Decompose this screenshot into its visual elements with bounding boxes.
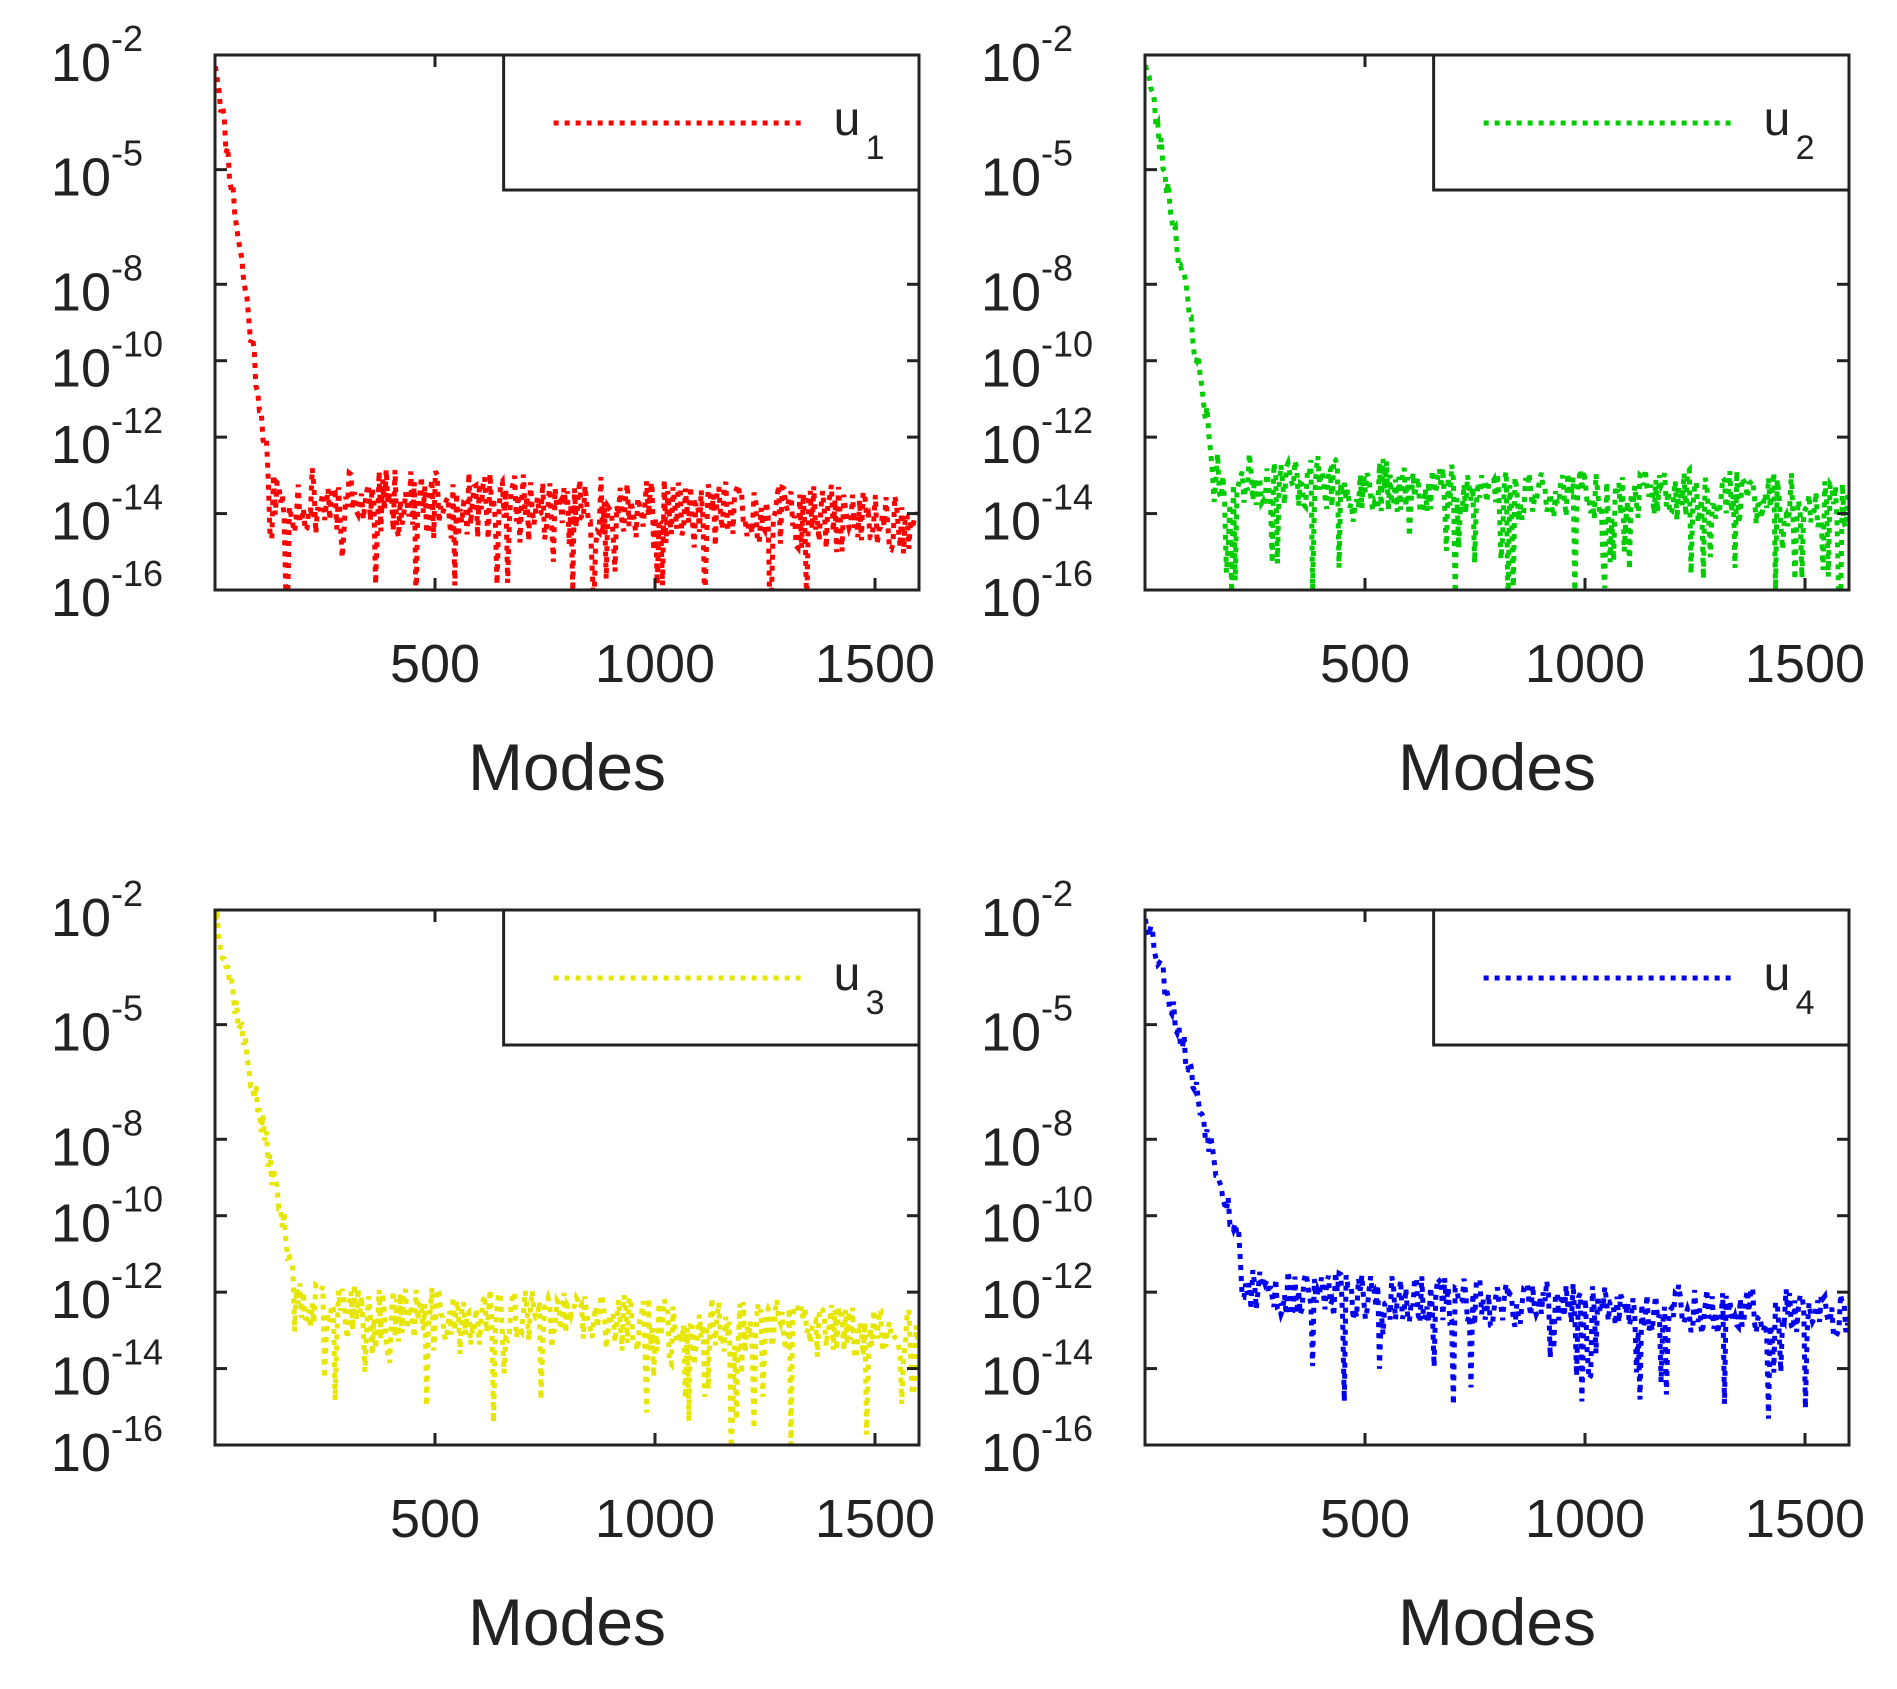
y-tick-exponent: -16 bbox=[1041, 553, 1093, 594]
y-tick-exponent: -2 bbox=[1041, 18, 1073, 59]
legend-label: u bbox=[834, 93, 861, 146]
y-tick-label: 10 bbox=[981, 148, 1041, 208]
y-tick-label: 10 bbox=[51, 1194, 111, 1254]
x-axis-label: Modes bbox=[1398, 730, 1596, 804]
y-tick-label: 10 bbox=[51, 1270, 111, 1330]
y-tick-label: 10 bbox=[981, 1117, 1041, 1177]
legend-subscript: 1 bbox=[866, 129, 885, 167]
y-tick-label: 10 bbox=[981, 339, 1041, 399]
y-tick-label: 10 bbox=[51, 492, 111, 552]
series-u1-line bbox=[215, 65, 919, 590]
x-axis-label: Modes bbox=[468, 730, 666, 804]
x-tick-label: 500 bbox=[390, 634, 480, 694]
y-tick-label: 10 bbox=[51, 339, 111, 399]
legend-label: u bbox=[1764, 93, 1791, 146]
y-tick-label: 10 bbox=[981, 568, 1041, 628]
y-tick-label: 10 bbox=[981, 415, 1041, 475]
y-tick-label: 10 bbox=[981, 888, 1041, 948]
x-tick-label: 1500 bbox=[1745, 1489, 1865, 1549]
y-tick-exponent: -14 bbox=[1041, 477, 1093, 518]
x-tick-label: 1500 bbox=[815, 1489, 935, 1549]
y-tick-exponent: -14 bbox=[1041, 1332, 1093, 1373]
y-tick-label: 10 bbox=[981, 33, 1041, 93]
x-tick-label: 1000 bbox=[1525, 1489, 1645, 1549]
series-u2-line bbox=[1145, 64, 1849, 590]
y-tick-exponent: -12 bbox=[111, 1255, 163, 1296]
y-tick-label: 10 bbox=[51, 1347, 111, 1407]
x-axis-label: Modes bbox=[468, 1585, 666, 1659]
y-tick-label: 10 bbox=[981, 262, 1041, 322]
y-tick-label: 10 bbox=[51, 568, 111, 628]
y-tick-exponent: -14 bbox=[111, 477, 163, 518]
series-u3-line bbox=[215, 910, 919, 1445]
x-tick-label: 500 bbox=[1320, 1489, 1410, 1549]
y-tick-exponent: -5 bbox=[111, 988, 143, 1029]
y-tick-exponent: -8 bbox=[1041, 247, 1073, 288]
y-tick-exponent: -8 bbox=[1041, 1102, 1073, 1143]
x-axis-label: Modes bbox=[1398, 1585, 1596, 1659]
y-tick-exponent: -12 bbox=[111, 400, 163, 441]
y-tick-label: 10 bbox=[51, 1003, 111, 1063]
x-tick-label: 500 bbox=[1320, 634, 1410, 694]
y-tick-exponent: -5 bbox=[111, 133, 143, 174]
y-tick-label: 10 bbox=[51, 888, 111, 948]
y-tick-exponent: -8 bbox=[111, 1102, 143, 1143]
y-tick-label: 10 bbox=[51, 262, 111, 322]
y-tick-exponent: -16 bbox=[111, 553, 163, 594]
y-tick-exponent: -5 bbox=[1041, 133, 1073, 174]
y-tick-label: 10 bbox=[51, 415, 111, 475]
y-tick-label: 10 bbox=[981, 1003, 1041, 1063]
legend-label: u bbox=[834, 948, 861, 1001]
y-tick-exponent: -10 bbox=[111, 1179, 163, 1220]
legend-subscript: 4 bbox=[1796, 984, 1815, 1022]
y-tick-label: 10 bbox=[981, 492, 1041, 552]
y-tick-label: 10 bbox=[981, 1347, 1041, 1407]
y-tick-exponent: -12 bbox=[1041, 1255, 1093, 1296]
y-tick-label: 10 bbox=[51, 33, 111, 93]
y-tick-label: 10 bbox=[51, 148, 111, 208]
legend-subscript: 3 bbox=[866, 984, 885, 1022]
y-tick-label: 10 bbox=[981, 1423, 1041, 1483]
y-tick-exponent: -8 bbox=[111, 247, 143, 288]
x-tick-label: 500 bbox=[390, 1489, 480, 1549]
legend-label: u bbox=[1764, 948, 1791, 1001]
y-tick-exponent: -2 bbox=[111, 18, 143, 59]
series-u4-line bbox=[1145, 918, 1849, 1419]
x-tick-label: 1000 bbox=[1525, 634, 1645, 694]
y-tick-exponent: -12 bbox=[1041, 400, 1093, 441]
y-tick-exponent: -14 bbox=[111, 1332, 163, 1373]
y-tick-label: 10 bbox=[981, 1194, 1041, 1254]
y-tick-exponent: -10 bbox=[1041, 1179, 1093, 1220]
y-tick-exponent: -10 bbox=[111, 324, 163, 365]
y-tick-exponent: -5 bbox=[1041, 988, 1073, 1029]
y-tick-label: 10 bbox=[51, 1423, 111, 1483]
legend-subscript: 2 bbox=[1796, 129, 1815, 167]
y-tick-exponent: -2 bbox=[1041, 873, 1073, 914]
x-tick-label: 1500 bbox=[1745, 634, 1865, 694]
y-tick-label: 10 bbox=[981, 1270, 1041, 1330]
y-tick-exponent: -10 bbox=[1041, 324, 1093, 365]
y-tick-exponent: -16 bbox=[111, 1408, 163, 1449]
x-tick-label: 1500 bbox=[815, 634, 935, 694]
y-tick-label: 10 bbox=[51, 1117, 111, 1177]
x-tick-label: 1000 bbox=[595, 634, 715, 694]
y-tick-exponent: -16 bbox=[1041, 1408, 1093, 1449]
y-tick-exponent: -2 bbox=[111, 873, 143, 914]
x-tick-label: 1000 bbox=[595, 1489, 715, 1549]
